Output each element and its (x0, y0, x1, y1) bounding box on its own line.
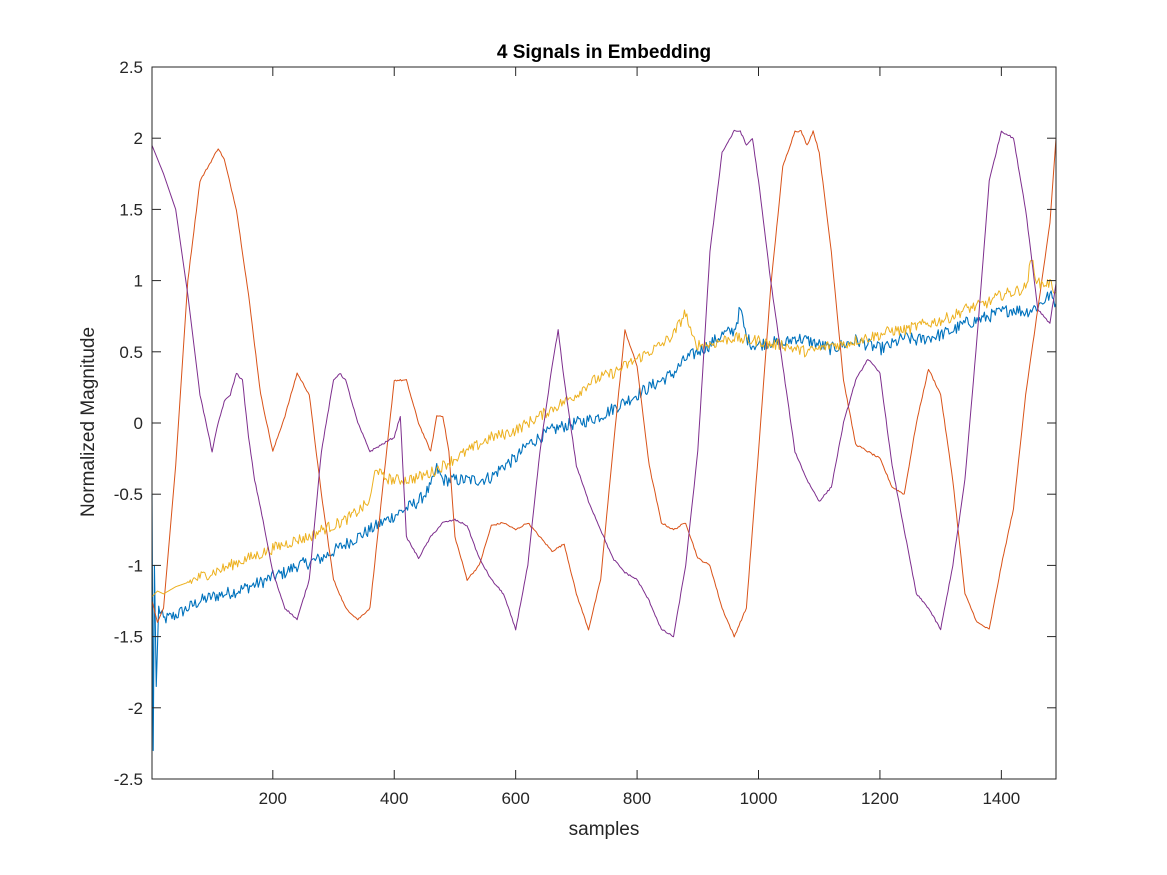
x-axis-label: samples (569, 819, 640, 840)
y-tick-label: -2.5 (114, 770, 143, 789)
x-tick-label: 1400 (982, 789, 1020, 808)
y-axis-ticks: -2.5 -2 -1.5 -1 -0.5 0 0.5 1 1.5 2 2.5 (114, 58, 1056, 789)
y-tick-label: 1.5 (119, 200, 143, 219)
y-tick-label: -1 (128, 556, 143, 575)
series-line-2 (151, 130, 1057, 638)
x-tick-label: 1000 (740, 789, 778, 808)
y-tick-label: -0.5 (114, 485, 143, 504)
series-line-3 (151, 259, 1057, 598)
y-tick-label: 0 (134, 414, 143, 433)
y-tick-label: 2 (134, 129, 143, 148)
y-tick-label: 2.5 (119, 58, 143, 77)
x-tick-label: 600 (501, 789, 529, 808)
x-tick-label: 1200 (861, 789, 899, 808)
y-tick-label: 0.5 (119, 343, 143, 362)
x-tick-label: 800 (623, 789, 651, 808)
y-axis-label: Normalized Magnitude (78, 327, 99, 517)
plot-area (152, 67, 1056, 779)
x-tick-label: 400 (380, 789, 408, 808)
y-tick-label: -1.5 (114, 628, 143, 647)
x-axis-ticks: 200 400 600 800 1000 1200 1400 (259, 67, 1020, 808)
y-tick-label: 1 (134, 272, 143, 291)
plot-background (152, 67, 1056, 779)
series-layer (151, 129, 1057, 752)
x-tick-label: 200 (259, 789, 287, 808)
y-tick-label: -2 (128, 699, 143, 718)
chart-title: 4 Signals in Embedding (497, 42, 711, 63)
series-line-4 (151, 129, 1057, 638)
